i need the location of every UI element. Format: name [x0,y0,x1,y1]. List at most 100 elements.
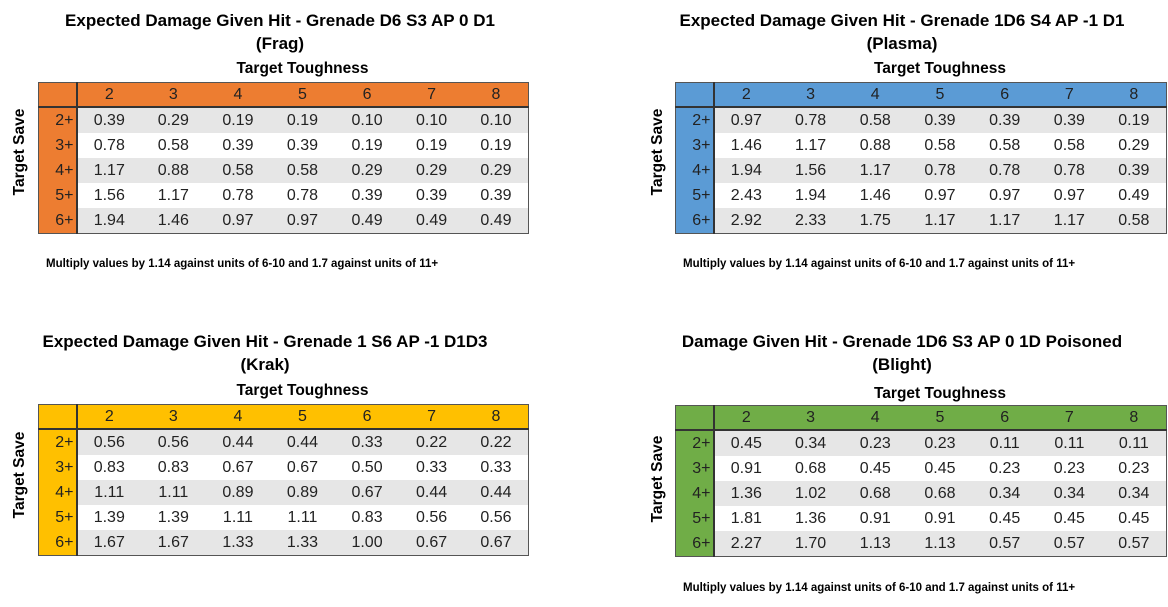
damage-value-cell: 0.22 [399,429,464,455]
damage-value-cell: 0.68 [778,456,843,481]
y-axis-label: Target Save [649,435,666,523]
column-header-toughness: 2 [76,82,142,108]
corner-cell [675,82,715,108]
row-header-save: 5+ [675,506,715,531]
damage-value-cell: 0.33 [463,455,529,480]
damage-value-cell: 0.39 [1101,158,1167,183]
row-header-save: 3+ [38,455,78,480]
damage-value-cell: 0.34 [778,430,843,456]
panel-title: Expected Damage Given Hit - Grenade 1D6 … [642,9,1162,55]
damage-value-cell: 0.58 [842,107,908,133]
damage-value-cell: 0.49 [399,208,464,234]
damage-value-cell: 0.68 [842,481,908,506]
damage-value-cell: 2.33 [778,208,843,234]
column-header-toughness: 4 [842,405,908,431]
row-header-save: 6+ [675,531,715,557]
damage-value-cell: 1.11 [141,480,206,505]
damage-value-cell: 0.50 [334,455,400,480]
damage-value-cell: 0.83 [141,455,206,480]
damage-value-cell: 0.29 [1101,133,1167,158]
damage-value-cell: 1.13 [907,531,973,557]
damage-value-cell: 0.57 [1037,531,1102,557]
x-axis-label: Target Toughness [873,385,1007,402]
damage-value-cell: 0.67 [399,530,464,556]
damage-value-cell: 0.97 [205,208,271,234]
damage-value-cell: 0.67 [205,455,271,480]
table-row: 2+ 0.56 0.56 0.44 0.44 0.33 0.22 0.22 [38,429,529,455]
damage-table: 2 3 4 5 6 7 8 2+ 0.45 0.34 0.23 0.23 0.11 0.11 0.11 3+ 0… [675,405,1167,557]
title-line-2: (Plasma) [866,34,938,53]
damage-value-cell: 0.58 [1101,208,1167,234]
damage-value-cell: 0.88 [141,158,206,183]
damage-value-cell: 0.91 [713,456,779,481]
damage-value-cell: 2.43 [713,183,779,208]
damage-value-cell: 0.39 [907,107,973,133]
column-header-toughness: 3 [778,82,843,108]
damage-value-cell: 0.39 [76,107,142,133]
table-row: 5+ 2.43 1.94 1.46 0.97 0.97 0.97 0.49 [675,183,1167,208]
title-line-1: Damage Given Hit - Grenade 1D6 S3 AP 0 1… [681,332,1123,351]
damage-value-cell: 0.29 [141,107,206,133]
damage-value-cell: 0.78 [972,158,1038,183]
damage-value-cell: 0.67 [334,480,400,505]
table-row: 4+ 1.36 1.02 0.68 0.68 0.34 0.34 0.34 [675,481,1167,506]
damage-value-cell: 1.70 [778,531,843,557]
damage-value-cell: 0.29 [463,158,529,183]
damage-value-cell: 1.39 [141,505,206,530]
damage-value-cell: 0.49 [334,208,400,234]
row-header-save: 2+ [38,107,78,133]
table-row: 5+ 1.39 1.39 1.11 1.11 0.83 0.56 0.56 [38,505,529,530]
damage-value-cell: 0.34 [972,481,1038,506]
table-row: 4+ 1.94 1.56 1.17 0.78 0.78 0.78 0.39 [675,158,1167,183]
damage-value-cell: 0.78 [907,158,973,183]
row-header-save: 5+ [38,183,78,208]
damage-value-cell: 1.17 [1037,208,1102,234]
damage-value-cell: 0.23 [842,430,908,456]
damage-value-cell: 1.02 [778,481,843,506]
damage-value-cell: 0.34 [1101,481,1167,506]
damage-value-cell: 0.58 [270,158,335,183]
damage-value-cell: 0.19 [270,107,335,133]
row-header-save: 4+ [38,480,78,505]
column-header-toughness: 2 [713,405,779,431]
damage-value-cell: 1.94 [778,183,843,208]
damage-value-cell: 0.58 [907,133,973,158]
damage-value-cell: 1.56 [778,158,843,183]
damage-value-cell: 0.88 [842,133,908,158]
table-row: 2+ 0.45 0.34 0.23 0.23 0.11 0.11 0.11 [675,430,1167,456]
damage-value-cell: 0.78 [778,107,843,133]
title-line-2: (Blight) [872,355,932,374]
damage-value-cell: 1.46 [713,133,779,158]
damage-value-cell: 0.44 [205,429,271,455]
damage-value-cell: 0.19 [463,133,529,158]
damage-value-cell: 0.10 [334,107,400,133]
damage-value-cell: 0.78 [1037,158,1102,183]
y-axis-label: Target Save [11,431,28,519]
damage-value-cell: 0.44 [270,429,335,455]
title-line-2: (Krak) [240,355,290,374]
table-row: 3+ 0.91 0.68 0.45 0.45 0.23 0.23 0.23 [675,456,1167,481]
damage-value-cell: 0.45 [842,456,908,481]
damage-value-cell: 1.94 [76,208,142,234]
damage-value-cell: 0.39 [1037,107,1102,133]
table-row: 5+ 1.56 1.17 0.78 0.78 0.39 0.39 0.39 [38,183,529,208]
damage-value-cell: 0.97 [1037,183,1102,208]
damage-value-cell: 1.36 [713,481,779,506]
damage-value-cell: 0.56 [141,429,206,455]
damage-value-cell: 0.49 [463,208,529,234]
multiplier-note: Multiply values by 1.14 against units of… [683,258,1076,270]
title-line-1: Expected Damage Given Hit - Grenade D6 S… [65,11,495,30]
damage-value-cell: 0.11 [1101,430,1167,456]
damage-table: 2 3 4 5 6 7 8 2+ 0.39 0.29 0.19 0.19 0.10 0.10 0.10 3+ 0… [38,82,529,234]
damage-value-cell: 2.27 [713,531,779,557]
column-header-toughness: 3 [141,404,206,430]
table-row: 6+ 2.92 2.33 1.75 1.17 1.17 1.17 0.58 [675,208,1167,234]
column-header-toughness: 4 [205,404,271,430]
column-header-toughness: 8 [463,404,529,430]
table-row: 4+ 1.11 1.11 0.89 0.89 0.67 0.44 0.44 [38,480,529,505]
damage-value-cell: 0.39 [334,183,400,208]
damage-value-cell: 0.67 [463,530,529,556]
x-axis-label: Target Toughness [236,60,369,77]
